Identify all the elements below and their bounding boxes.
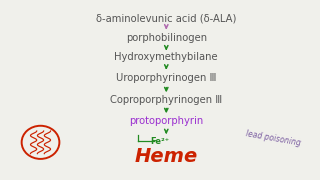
Text: Uroporphyrinogen Ⅲ: Uroporphyrinogen Ⅲ xyxy=(116,73,216,83)
Text: Heme: Heme xyxy=(135,147,198,166)
Text: Hydroxymethybilane: Hydroxymethybilane xyxy=(115,52,218,62)
Text: Coproporphyrinogen Ⅲ: Coproporphyrinogen Ⅲ xyxy=(110,95,222,105)
Text: Fe²⁺: Fe²⁺ xyxy=(150,137,170,146)
Text: lead poisoning: lead poisoning xyxy=(245,130,301,148)
Text: δ-aminolevunic acid (δ-ALA): δ-aminolevunic acid (δ-ALA) xyxy=(96,14,236,23)
Text: porphobilinogen: porphobilinogen xyxy=(126,33,207,43)
Text: protoporphyrin: protoporphyrin xyxy=(129,116,204,126)
